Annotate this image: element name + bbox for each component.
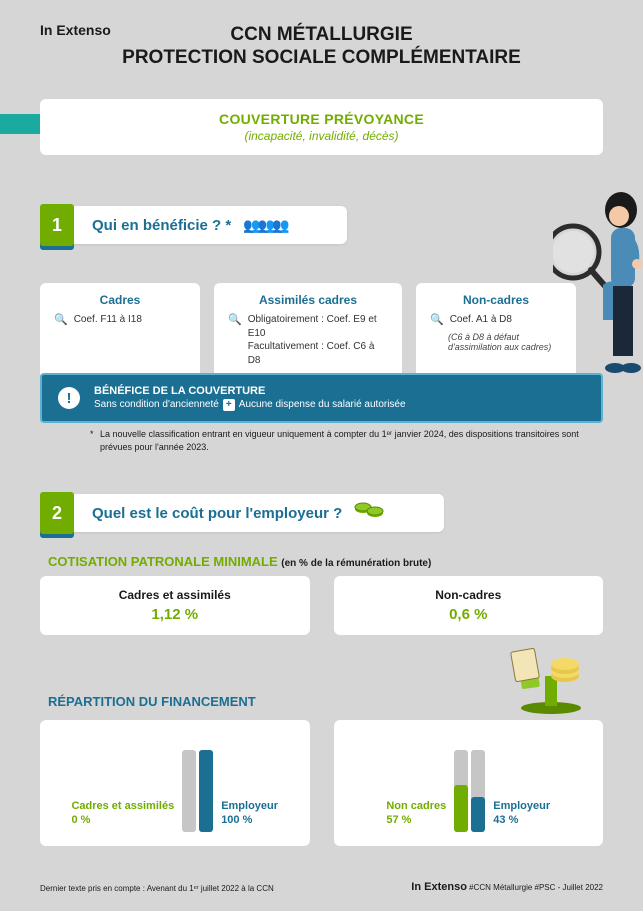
subtitle-desc: (incapacité, invalidité, décès)	[40, 129, 603, 143]
bar-right	[199, 750, 213, 832]
repartition-row: Cadres et assimilés 0 % Employeur 100 % …	[40, 720, 603, 846]
legend-left: Cadres et assimilés 0 %	[71, 800, 174, 832]
search-icon: 🔍	[430, 313, 444, 328]
footer-right: In Extenso #CCN Métallurgie #PSC - Juill…	[411, 881, 603, 893]
benefit-desc: Sans condition d'ancienneté+Aucune dispe…	[94, 399, 406, 411]
benefit-bar: ! BÉNÉFICE DE LA COUVERTURE Sans conditi…	[40, 373, 603, 423]
card-noncadres: Non-cadres 🔍 Coef. A1 à D8 (C6 à D8 à déf…	[416, 283, 576, 379]
legend-right: Employeur 100 %	[221, 800, 278, 832]
card-sub: (C6 à D8 à défaut d'assimilation aux cad…	[430, 332, 562, 352]
cot-card-noncadres: Non-cadres 0,6 %	[334, 576, 604, 635]
card-cadres: Cadres 🔍 Coef. F11 à I18	[40, 283, 200, 379]
bar-left	[454, 750, 468, 832]
cot-label: Non-cadres	[334, 588, 604, 602]
card-title: Cadres	[54, 293, 186, 307]
scale-illustration	[501, 646, 587, 716]
bar-right	[471, 750, 485, 832]
footer-left: Dernier texte pris en compte : Avenant d…	[40, 884, 274, 893]
footnote: * La nouvelle classification entrant en …	[100, 428, 583, 453]
rep-card-2: Non cadres 57 % Employeur 43 %	[334, 720, 604, 846]
main-title: CCN MÉTALLURGIE PROTECTION SOCIALE COMPL…	[0, 24, 643, 70]
search-icon: 🔍	[54, 313, 68, 328]
cotisation-row: Cadres et assimilés 1,12 % Non-cadres 0,…	[40, 576, 603, 635]
asterisk: *	[90, 428, 94, 441]
cotisation-title: COTISATION PATRONALE MINIMALE (en % de l…	[48, 554, 431, 569]
coins-icon	[354, 501, 384, 526]
people-icon: 👥👥👥	[243, 217, 286, 234]
subtitle: COUVERTURE PRÉVOYANCE	[40, 111, 603, 127]
legend-right: Employeur 43 %	[493, 800, 550, 832]
repartition-title: RÉPARTITION DU FINANCEMENT	[48, 694, 256, 709]
bar-chart	[182, 750, 213, 832]
cot-label: Cadres et assimilés	[40, 588, 310, 602]
section2-pill: Quel est le coût pour l'employeur ?	[70, 494, 444, 532]
benefit-title: BÉNÉFICE DE LA COUVERTURE	[94, 385, 406, 397]
section2-header: 2 Quel est le coût pour l'employeur ?	[40, 492, 444, 534]
title-line2: PROTECTION SOCIALE COMPLÉMENTAIRE	[0, 47, 643, 70]
card-assimiles: Assimilés cadres 🔍 Obligatoirement : Coef…	[214, 283, 402, 379]
cot-value: 1,12 %	[40, 606, 310, 623]
bar-chart	[454, 750, 485, 832]
title-line1: CCN MÉTALLURGIE	[0, 24, 643, 47]
section1-number: 1	[40, 204, 74, 246]
alert-icon: !	[58, 387, 80, 409]
legend-left: Non cadres 57 %	[386, 800, 446, 832]
card-title: Assimilés cadres	[228, 293, 388, 307]
section1-pill: Qui en bénéficie ? * 👥👥👥	[70, 206, 347, 244]
footer: Dernier texte pris en compte : Avenant d…	[40, 881, 603, 893]
accent-stripe	[0, 114, 40, 134]
card-line: Obligatoirement : Coef. E9 et E10	[248, 313, 388, 340]
cot-card-cadres: Cadres et assimilés 1,12 %	[40, 576, 310, 635]
cot-value: 0,6 %	[334, 606, 604, 623]
search-icon: 🔍	[228, 313, 242, 328]
card-line: Coef. F11 à I18	[74, 313, 142, 327]
section2-number: 2	[40, 492, 74, 534]
bar-left	[182, 750, 196, 832]
subtitle-card: COUVERTURE PRÉVOYANCE (incapacité, inval…	[40, 99, 603, 155]
cotisation-note: (en % de la rémunération brute)	[281, 558, 431, 569]
section1-header: 1 Qui en bénéficie ? * 👥👥👥	[40, 204, 347, 246]
card-title: Non-cadres	[430, 293, 562, 307]
beneficiary-cards: Cadres 🔍 Coef. F11 à I18 Assimilés cadres…	[40, 283, 576, 379]
woman-illustration	[553, 190, 643, 420]
section1-title: Qui en bénéficie ? *	[92, 217, 231, 234]
section2-title: Quel est le coût pour l'employeur ?	[92, 505, 342, 522]
card-line: Facultativement : Coef. C6 à D8	[248, 340, 388, 367]
card-line: Coef. A1 à D8	[450, 313, 512, 327]
plus-icon: +	[223, 399, 235, 411]
rep-card-1: Cadres et assimilés 0 % Employeur 100 %	[40, 720, 310, 846]
